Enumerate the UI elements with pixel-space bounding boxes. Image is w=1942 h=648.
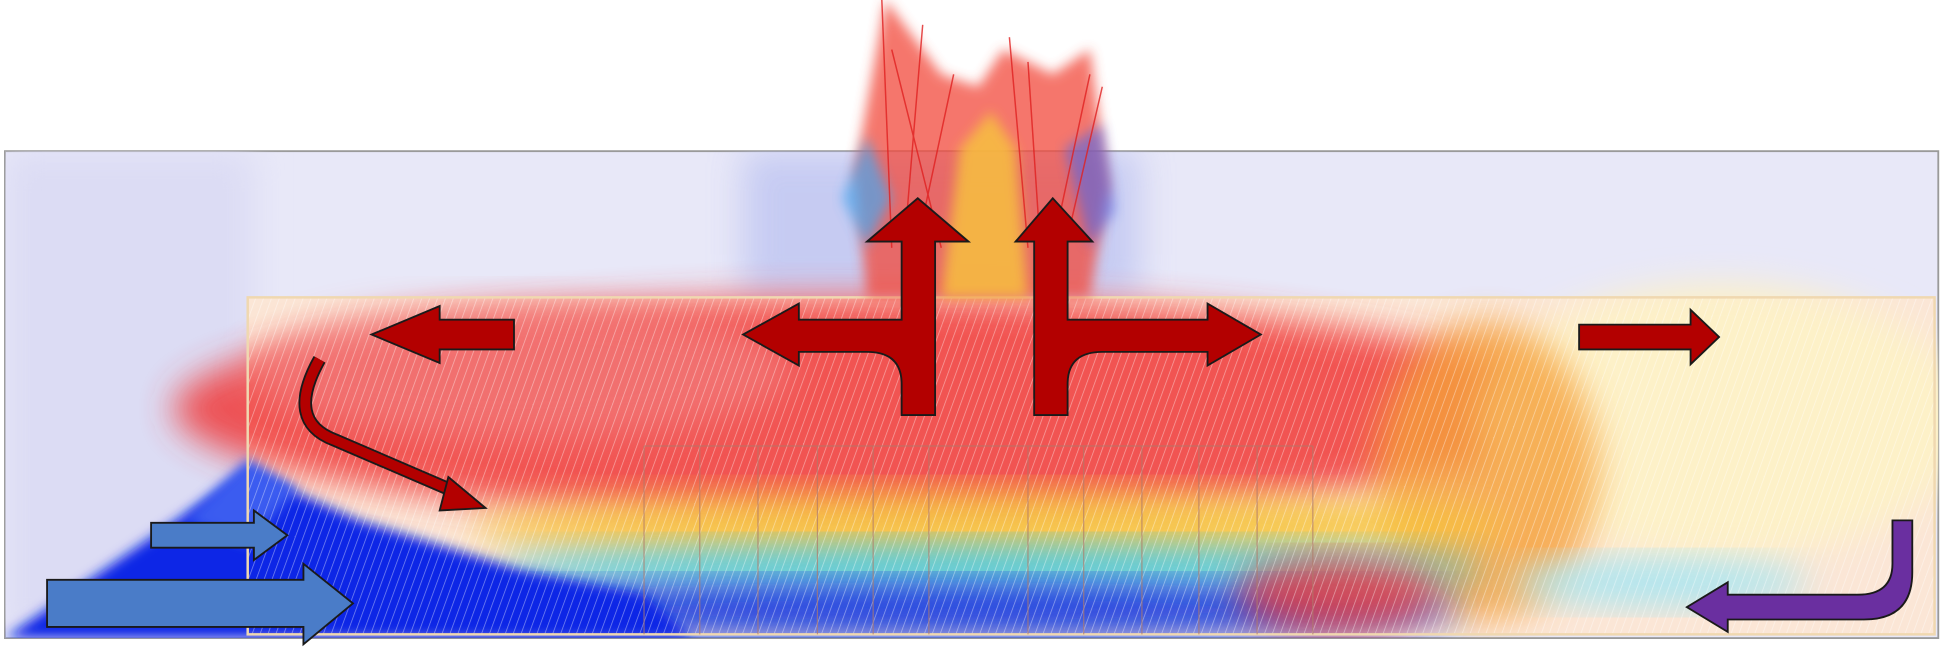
page: (() => { const data = JSON.parse(documen…	[0, 0, 1942, 648]
flow-figure	[0, 0, 1942, 648]
plume	[842, 0, 1114, 297]
